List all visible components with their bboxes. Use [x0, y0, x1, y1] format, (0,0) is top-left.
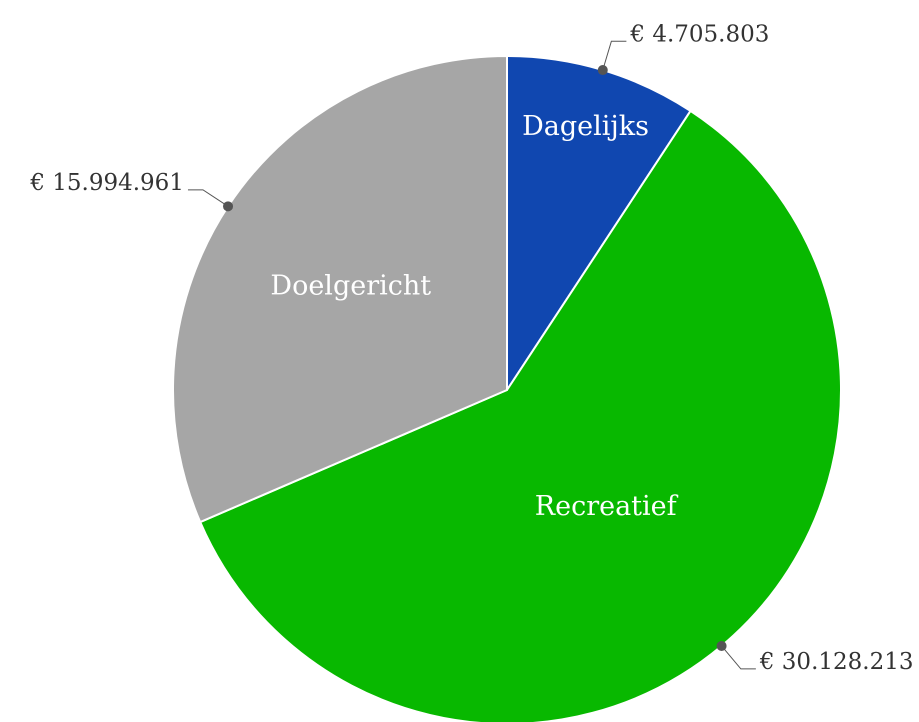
leader-dot: [716, 640, 727, 651]
slice-label: Doelgericht: [270, 271, 431, 302]
leader-line: [187, 189, 229, 207]
value-label: € 30.128.213: [759, 649, 914, 675]
value-label: € 15.994.961: [29, 170, 184, 196]
value-label: € 4.705.803: [629, 21, 769, 47]
leader-dot: [597, 65, 608, 76]
slice-label: Recreatief: [535, 491, 679, 522]
leader-line: [602, 40, 627, 71]
slice-label: Dagelijks: [522, 111, 649, 142]
leader-line: [721, 645, 756, 670]
leader-dot: [223, 201, 234, 212]
